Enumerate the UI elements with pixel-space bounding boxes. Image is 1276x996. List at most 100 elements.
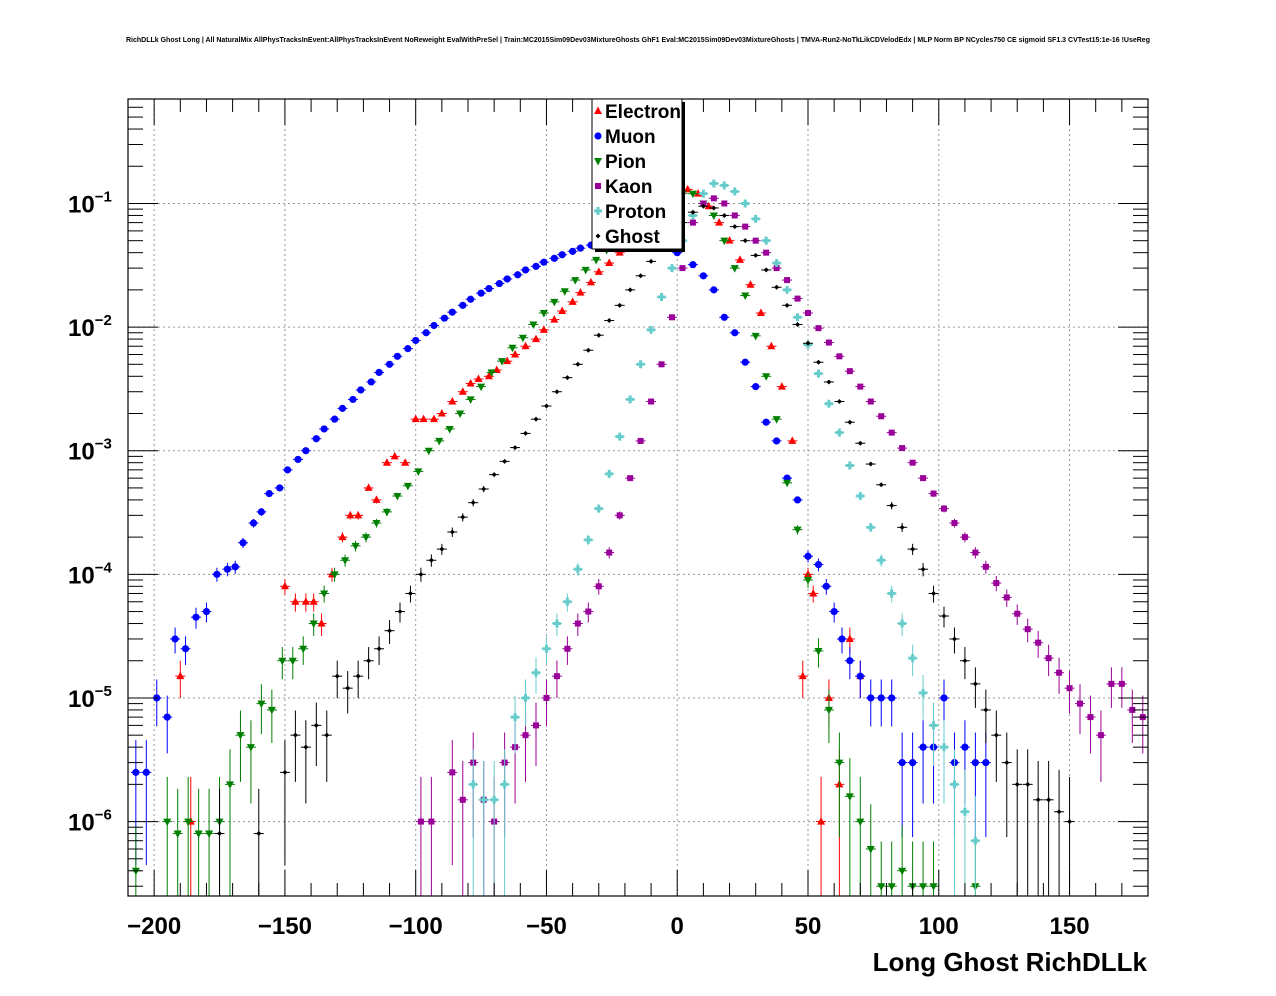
data-point [460,514,466,520]
data-point [491,472,497,478]
data-point [414,468,423,476]
data-point [638,273,644,279]
data-point [899,445,906,452]
data-point [798,671,807,680]
data-point [435,437,444,446]
data-point [616,512,623,519]
data-point [550,254,558,262]
data-point [364,483,373,491]
data-point [390,451,399,460]
data-point [142,768,150,776]
data-point [658,361,665,368]
data-point [721,200,728,207]
data-point [920,566,926,572]
data-point [951,636,957,642]
data-point [606,549,613,556]
data-point [522,732,529,739]
data-point [553,673,560,680]
data-points [130,179,1148,896]
data-point [783,285,792,294]
data-point [367,378,375,386]
y-tick-label: 10−4 [68,559,112,589]
data-point [540,258,548,266]
data-point [867,694,875,702]
data-point [736,255,744,263]
data-point [700,200,707,207]
data-point [648,258,654,264]
series-electron [175,184,866,896]
data-point [330,571,339,579]
legend-label-proton: Proton [605,202,666,223]
legend-marker-proton [594,207,602,215]
legend-box [591,98,683,250]
data-point [773,265,780,272]
data-point [584,535,593,544]
y-tick-label: 10−6 [68,807,112,837]
data-point [320,590,329,598]
data-point [512,445,518,451]
data-point [355,673,361,679]
data-point [931,590,937,596]
data-point [866,523,875,532]
data-point [838,635,846,643]
data-point [689,219,696,226]
series-proton [468,179,981,896]
data-point [704,201,713,210]
data-point [814,647,823,656]
data-point [898,758,906,767]
data-point [320,425,328,433]
data-point [397,609,403,615]
data-point [532,668,540,677]
data-point [856,672,864,680]
data-point [845,634,854,642]
data-point [521,693,530,702]
data-point [835,428,844,437]
data-point [669,314,675,321]
data-point [560,288,569,296]
data-point [846,657,854,665]
data-point [430,414,438,423]
data-point [498,358,506,366]
data-point [466,396,475,404]
data-point [1024,626,1031,633]
legend-marker-ghost [595,233,601,239]
data-point [730,187,739,196]
legend-marker-muon [594,132,602,140]
data-point [814,560,823,569]
data-point [533,416,539,422]
data-point [256,831,262,837]
data-point [585,608,592,615]
data-point [366,658,372,664]
data-point [725,236,734,244]
data-point [940,743,948,752]
data-point [919,688,928,697]
data-point [835,759,844,768]
data-point [495,279,503,288]
data-point [1014,610,1021,617]
data-point [710,286,718,294]
data-point [292,732,298,738]
data-point [824,706,833,715]
data-point [430,321,438,330]
data-point [857,440,863,446]
legend-marker-electron [594,106,602,114]
data-point [523,430,529,436]
data-point [173,830,182,839]
data-point [817,817,826,825]
data-point [983,707,989,713]
y-tick-label: 10−3 [68,436,112,466]
data-point [345,685,351,691]
y-tick-label: 10−1 [68,188,112,218]
data-point [1045,655,1052,662]
data-point [592,256,601,265]
data-point [299,645,308,654]
data-point [605,469,614,478]
legend-marker-kaon [595,183,601,189]
data-point [564,375,570,381]
data-point [683,184,692,193]
data-point [309,597,318,605]
data-point [302,447,310,455]
data-point [774,284,780,290]
data-point [518,334,527,343]
